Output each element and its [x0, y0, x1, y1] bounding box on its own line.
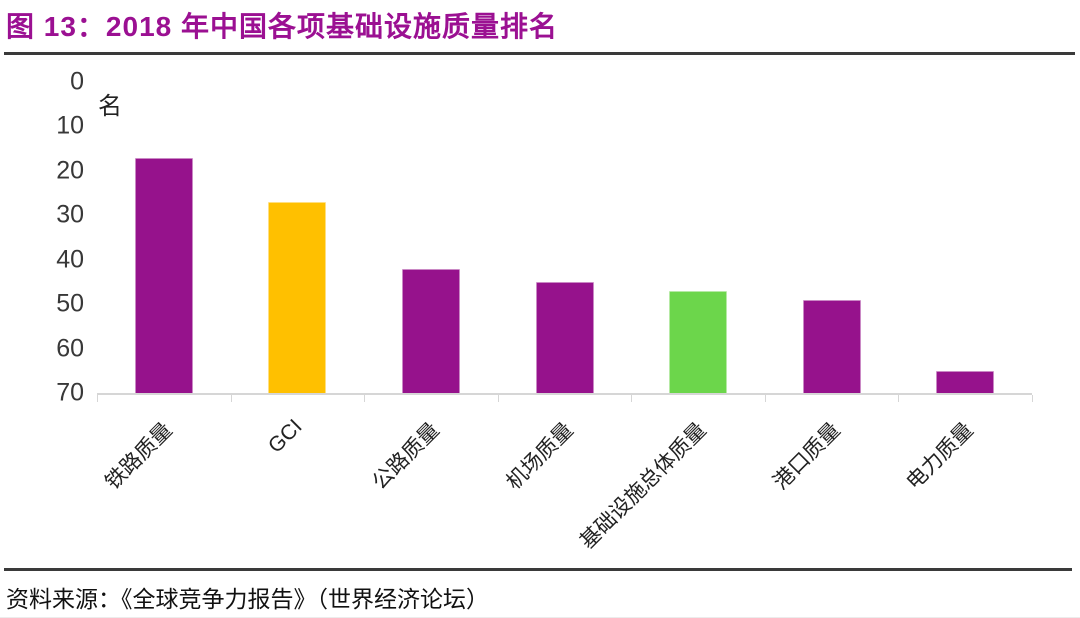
y-tick-label: 50: [56, 289, 84, 318]
x-axis-tick: [631, 395, 633, 402]
x-axis-label: 电力质量: [902, 418, 979, 495]
y-tick-label: 20: [56, 156, 84, 185]
x-axis-label: 公路质量: [368, 418, 444, 495]
bar: [401, 268, 460, 393]
plot-area: [97, 82, 1033, 402]
x-axis-tick: [1032, 395, 1033, 402]
bar: [669, 290, 728, 393]
bar: [268, 201, 327, 393]
y-axis-unit-label: 名: [98, 93, 122, 120]
figure-title: 图 13：2018 年中国各项基础设施质量排名: [6, 11, 558, 42]
x-axis-label: 铁路质量: [100, 418, 177, 495]
y-tick-label: 0: [70, 67, 84, 96]
x-axis-labels: 铁路质量 GCI 公路质量 机场质量 基础设施总体质量 港口质量 电力质量: [97, 400, 1032, 560]
y-tick-label: 40: [56, 245, 84, 274]
y-tick-label: 10: [56, 111, 84, 140]
source-separator-line: [4, 568, 1072, 571]
y-tick-label: 60: [56, 334, 84, 363]
bar: [134, 157, 193, 393]
x-axis-label: 机场质量: [501, 418, 578, 495]
x-axis-tick: [230, 395, 232, 402]
title-separator-line: [4, 52, 1075, 55]
x-axis-label: 基础设施总体质量: [575, 418, 711, 554]
x-axis-tick: [497, 395, 499, 402]
x-axis-tick: [898, 395, 900, 402]
x-axis-label: 港口质量: [768, 418, 845, 495]
x-axis-tick: [97, 395, 98, 402]
bar: [936, 370, 995, 393]
source-text: 资料来源：《全球竞争力报告》（世界经济论坛）: [6, 587, 489, 612]
bar-chart: 名 0 10 20 30 40 50 60 70 铁路质量 GCI 公路质量 机场质量 基础设施总体质…: [0, 60, 1080, 560]
y-tick-label: 30: [56, 200, 84, 229]
bar: [535, 281, 594, 393]
y-axis: 0 10 20 30 40 50 60 70: [0, 68, 84, 407]
x-axis-tick: [764, 395, 766, 402]
bar: [802, 299, 861, 393]
y-tick-label: 70: [56, 378, 84, 407]
x-axis-label: GCI: [263, 415, 307, 458]
x-axis-tick: [364, 395, 366, 402]
